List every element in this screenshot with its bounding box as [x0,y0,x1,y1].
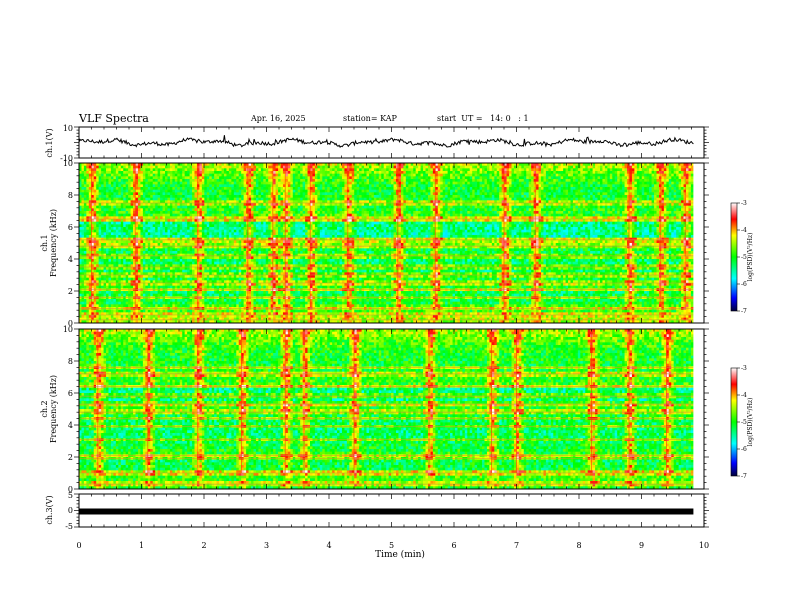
ch1-ytick-top: 10 [63,124,73,133]
ch2-colorbar-tick--3: -3 [741,365,747,372]
ch2-ylabel-frequency: Frequency (kHz) [49,375,58,443]
ch2-spectrogram-heatmap [79,329,704,489]
ch2-spec-ytick-2: 2 [68,453,73,462]
ch1-spec-ytick-6: 6 [68,223,73,232]
ch1-ylabel-channel: ch.1 [40,234,49,251]
ch1-spectrogram-heatmap [79,163,704,323]
ch3-waveform-line [79,509,693,515]
ch3-ytick-top: 5 [68,491,73,500]
ch3-ytick-bottom: -5 [65,522,73,531]
ch2-colorbar: -3-4-5-6-7 log(PSD)(V²/Hz) [731,365,754,480]
x-tick-3: 3 [264,541,269,550]
ch1-colorbar-label: log(PSD)(V²/Hz) [747,233,754,282]
ch2-spec-ytick-4: 4 [68,421,73,430]
ch2-colorbar-label: log(PSD)(V²/Hz) [747,398,754,447]
ch2-spec-ytick-6: 6 [68,389,73,398]
ch1-ylabel: ch.1(V) [45,128,54,157]
ch1-spec-ytick-2: 2 [68,287,73,296]
ch2-colorbar-tick--7: -7 [741,473,747,480]
x-tick-6: 6 [451,541,456,550]
ch1-waveform-panel: 10 -10 ch.1(V) [45,124,709,163]
ch1-spec-ytick-8: 8 [68,191,73,200]
x-tick-2: 2 [201,541,206,550]
ch2-ylabel-channel: ch.2 [40,400,49,417]
x-tick-1: 1 [139,541,144,550]
x-tick-9: 9 [639,541,644,550]
ch1-ylabel-frequency: Frequency (kHz) [49,209,58,277]
x-tick-10: 10 [699,541,709,550]
ch3-waveform-panel: 5 0 -5 ch.3(V) [45,491,709,531]
ch2-spec-ytick-8: 8 [68,357,73,366]
ch1-colorbar-tick--7: -7 [741,308,747,315]
ch3-ytick-middle: 0 [68,506,73,515]
x-axis-label: Time (min) [375,549,425,560]
x-tick-4: 4 [326,541,331,550]
ch2-spec-ytick-10: 10 [63,325,73,334]
ch1-spec-ytick-10: 10 [63,159,73,168]
ch3-ylabel: ch.3(V) [45,495,54,524]
x-tick-0: 0 [76,541,81,550]
x-tick-5: 5 [389,541,394,550]
x-tick-8: 8 [576,541,581,550]
x-tick-7: 7 [514,541,519,550]
ch1-spec-ytick-4: 4 [68,255,73,264]
ch1-colorbar: -3-4-5-6-7 log(PSD)(V²/Hz) [731,200,754,315]
ch1-colorbar-tick--3: -3 [741,200,747,207]
